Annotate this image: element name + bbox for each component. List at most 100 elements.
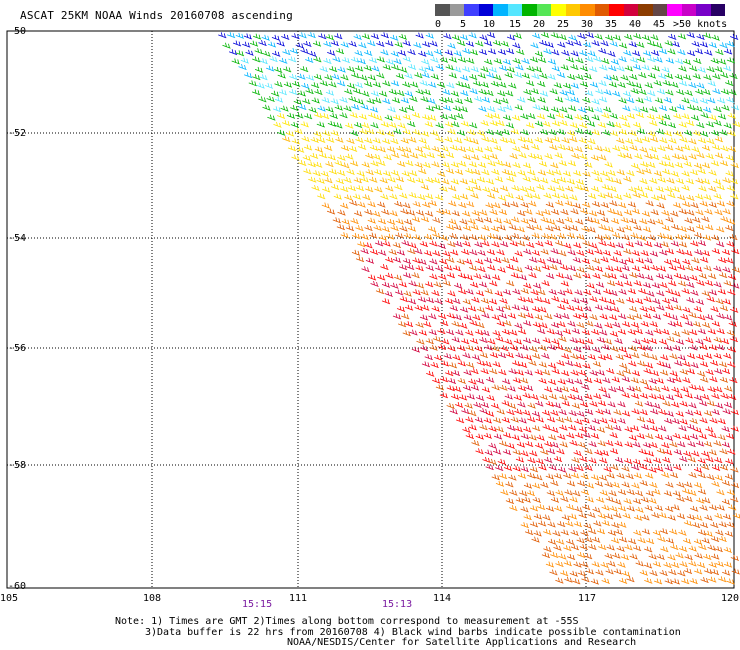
wind-barb [475,290,485,297]
wind-barb [635,560,644,567]
wind-barb [623,176,632,182]
wind-barb [344,88,353,95]
wind-barb [444,121,454,128]
wind-barb [404,321,414,328]
wind-barb [575,465,584,472]
wind-barb [277,72,286,79]
wind-barb [588,210,598,217]
wind-barb [509,153,518,160]
wind-barb [708,185,717,192]
wind-barb [542,209,551,216]
wind-barb [596,209,606,216]
wind-barb [535,400,544,407]
wind-barb [616,65,625,72]
wind-barb [694,232,703,239]
wind-barb [433,281,442,288]
wind-barb [649,425,659,432]
wind-barb [288,56,297,63]
wind-barb [489,280,498,287]
wind-barb [564,416,573,423]
wind-barb [623,352,632,359]
wind-barb [705,426,714,433]
wind-barb [655,114,665,121]
wind-barb [563,472,572,479]
wind-barb [319,66,328,73]
wind-barb [667,554,676,561]
wind-barb [670,81,679,88]
wind-barb [569,570,578,577]
wind-barb [539,72,548,79]
wind-barb [376,40,385,47]
wind-barb [729,178,738,185]
wind-barb [492,202,501,209]
wind-barb [491,314,500,321]
wind-barb [655,186,664,192]
wind-barb [532,32,541,39]
wind-barb [715,48,724,55]
wind-barb [509,344,519,351]
wind-barb [589,314,598,321]
wind-barb [448,218,457,225]
wind-barb [717,434,726,441]
wind-barb [529,256,538,263]
wind-barb [659,137,668,144]
wind-barb [411,111,421,118]
wind-barb [713,193,722,200]
wind-barb [598,154,607,161]
wind-barb [693,538,703,545]
wind-barb [588,528,597,535]
wind-barb [532,321,542,328]
wind-barb [708,561,717,568]
wind-barb [691,40,700,47]
wind-barb [555,272,565,279]
wind-barb [523,248,532,255]
wind-barb [727,346,737,353]
wind-barb [537,96,546,103]
wind-barb [680,386,689,393]
wind-barb [598,224,607,231]
color-swatch [681,4,696,16]
wind-barb [493,98,502,105]
wind-barb [339,112,348,119]
wind-barb [542,514,551,521]
wind-barb [481,154,491,160]
wind-barb [689,329,698,336]
wind-barb [497,48,507,55]
wind-barb [613,178,622,185]
wind-barb [537,258,546,265]
wind-barb [585,338,594,345]
wind-barb [713,106,722,113]
wind-barb [314,88,323,95]
wind-barb [647,218,656,225]
wind-barb [529,346,538,353]
wind-barb [708,432,717,439]
wind-barb [656,290,665,297]
wind-barb [711,553,720,560]
wind-barb [664,434,673,441]
wind-barb [666,377,675,384]
wind-barb [613,266,623,273]
wind-barb [600,561,609,568]
wind-barb [570,353,579,360]
wind-barb [681,97,690,104]
wind-barb [616,545,625,552]
wind-barb [538,520,547,527]
wind-barb [596,336,606,343]
wind-barb [645,472,654,479]
wind-barb [699,97,709,104]
wind-barb [606,367,615,374]
wind-barb [326,136,335,143]
wind-barb [594,480,604,487]
wind-barb [557,71,566,78]
wind-barb [643,96,652,103]
wind-barb [697,137,707,144]
wind-barb [401,313,410,320]
wind-barb [462,154,471,161]
wind-barb [690,97,699,104]
wind-barb [605,568,614,575]
wind-barb [608,490,617,497]
wind-barb [650,49,660,56]
wind-barb [539,128,548,135]
wind-barb [625,473,634,480]
wind-barb [468,410,477,417]
